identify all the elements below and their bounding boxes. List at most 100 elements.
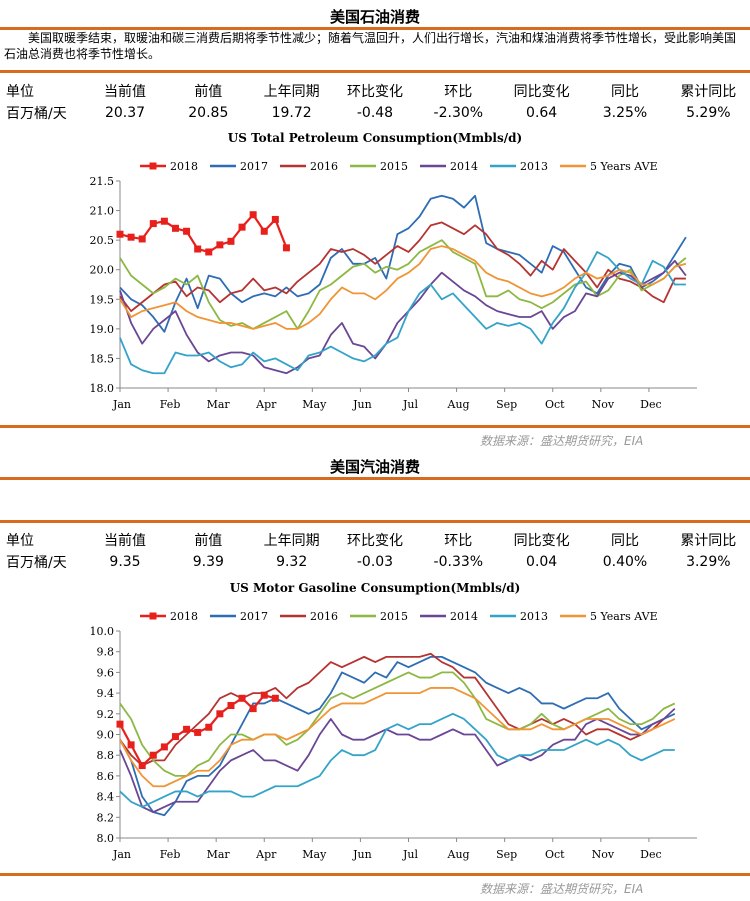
x-tick-label: Jul: [402, 398, 418, 411]
legend-item-2018: 2018: [140, 610, 198, 623]
petroleum-consumption-chart: US Total Petroleum Consumption(Mmbls/d) 2…: [90, 131, 697, 411]
table-row: 百万桶/天 20.37 20.85 19.72 -0.48 -2.30% 0.6…: [0, 102, 750, 124]
y-tick-label: 9.6: [97, 666, 115, 679]
table-header-cell: 前值: [194, 533, 223, 549]
section-title-petroleum: 美国石油消费: [329, 8, 420, 26]
x-tick-label: Apr: [255, 848, 277, 861]
y-tick-label: 18.0: [90, 382, 115, 395]
gasoline-stats-table: 单位 当前值 前值 上年同期 环比变化 环比 同比变化 同比 累计同比 百万桶/…: [0, 529, 750, 573]
legend-item-2014: 2014: [420, 160, 478, 173]
table-cell: 3.25%: [602, 105, 648, 121]
data-point-2018: [183, 725, 191, 733]
petroleum-description: 美国取暖季结束，取暖油和碳三消费后期将季节性减少；随着气温回升，人们出行增长，汽…: [4, 31, 737, 61]
series-line-2014: [119, 259, 687, 375]
section-divider: [0, 70, 750, 73]
series-line-5-years-ave: [119, 687, 676, 788]
data-point-2018: [260, 691, 268, 699]
table-header-cell: 环比变化: [346, 84, 403, 100]
series-line-2017: [119, 194, 687, 333]
section-divider: [0, 425, 750, 428]
table-header-cell: 环比变化: [346, 533, 403, 549]
legend-item-2013: 2013: [490, 160, 548, 173]
table-cell: 19.72: [271, 105, 312, 121]
table-header-cell: 同比变化: [513, 84, 570, 100]
data-point-2018: [127, 741, 135, 749]
table-header-cell: 上年同期: [263, 533, 320, 549]
data-point-2018: [149, 751, 157, 759]
data-source-note: 数据来源：盛达期货研究，EIA: [480, 882, 644, 896]
legend-item-2013: 2013: [490, 610, 548, 623]
table-header-row: 单位 当前值 前值 上年同期 环比变化 环比 同比变化 同比 累计同比: [0, 80, 750, 102]
x-tick-label: May: [302, 848, 327, 861]
series-line-2015: [119, 239, 687, 330]
data-point-2018: [149, 220, 157, 228]
data-point-2018: [216, 710, 224, 718]
y-tick-label: 8.8: [97, 749, 115, 762]
data-point-2018: [171, 733, 179, 741]
y-tick-label: 9.2: [97, 708, 115, 721]
data-point-2018: [227, 237, 235, 245]
y-tick-label: 21.5: [90, 175, 115, 188]
table-cell: 20.37: [104, 105, 146, 121]
table-cell: 20.85: [188, 105, 229, 121]
data-point-2018: [138, 235, 146, 243]
table-cell: 0.40%: [602, 554, 648, 570]
y-tick-label: 9.8: [97, 646, 115, 659]
table-header-cell: 同比: [610, 533, 639, 549]
data-point-2018: [271, 215, 279, 223]
y-tick-label: 19.5: [90, 293, 115, 306]
x-tick-label: Nov: [592, 848, 615, 861]
x-tick-label: Sep: [496, 398, 517, 411]
x-tick-label: Feb: [160, 398, 181, 411]
legend-label: 5 Years AVE: [590, 160, 658, 173]
data-point-2018: [160, 217, 168, 225]
legend-label: 5 Years AVE: [590, 610, 658, 623]
section-divider: [0, 27, 750, 30]
table-header-cell: 累计同比: [680, 533, 737, 549]
data-point-2018: [138, 762, 146, 770]
series-line-2014: [119, 707, 676, 814]
section-title-gasoline: 美国汽油消费: [329, 458, 420, 476]
x-tick-label: Apr: [255, 398, 277, 411]
table-header-cell: 累计同比: [680, 84, 737, 100]
data-point-2018: [183, 227, 191, 235]
legend-item-2017: 2017: [210, 610, 268, 623]
table-header-cell: 同比变化: [513, 533, 570, 549]
legend-label: 2018: [170, 160, 198, 173]
legend-marker: [149, 162, 157, 170]
data-point-2018: [127, 233, 135, 241]
table-cell: 9.35: [109, 554, 141, 570]
gasoline-consumption-chart: US Motor Gasoline Consumption(Mmbls/d) 20…: [90, 581, 697, 861]
x-tick-label: Jan: [112, 848, 131, 861]
series-line-2013: [119, 712, 675, 808]
legend-label: 2014: [450, 610, 478, 623]
x-tick-label: Aug: [447, 398, 470, 411]
legend-label: 2013: [520, 160, 548, 173]
section-divider: [0, 477, 750, 480]
legend-item-2014: 2014: [420, 610, 478, 623]
x-tick-label: Mar: [207, 398, 231, 411]
table-cell: -0.48: [356, 105, 394, 121]
data-point-2018: [249, 211, 257, 219]
table-header-cell: 上年同期: [263, 84, 320, 100]
data-point-2018: [282, 244, 290, 252]
legend-item-5-years-ave: 5 Years AVE: [560, 160, 658, 173]
table-header-cell: 当前值: [103, 533, 146, 549]
series-line-5-years-ave: [119, 245, 687, 330]
legend-item-5-years-ave: 5 Years AVE: [560, 610, 658, 623]
chart-title: US Total Petroleum Consumption(Mmbls/d): [228, 131, 522, 145]
x-tick-label: Jun: [352, 848, 372, 861]
table-header-row: 单位 当前值 前值 上年同期 环比变化 环比 同比变化 同比 累计同比: [0, 529, 750, 551]
legend-item-2015: 2015: [350, 160, 408, 173]
x-tick-label: Oct: [545, 398, 565, 411]
x-tick-label: May: [302, 398, 327, 411]
legend-label: 2016: [310, 160, 338, 173]
table-cell: 0.64: [526, 105, 558, 121]
data-point-2018: [194, 245, 202, 253]
series-line-2013: [119, 251, 686, 375]
data-point-2018: [205, 723, 213, 731]
section-divider: [0, 520, 750, 523]
legend-item-2016: 2016: [280, 610, 338, 623]
table-cell: -0.03: [356, 554, 394, 570]
data-point-2018: [238, 223, 246, 231]
